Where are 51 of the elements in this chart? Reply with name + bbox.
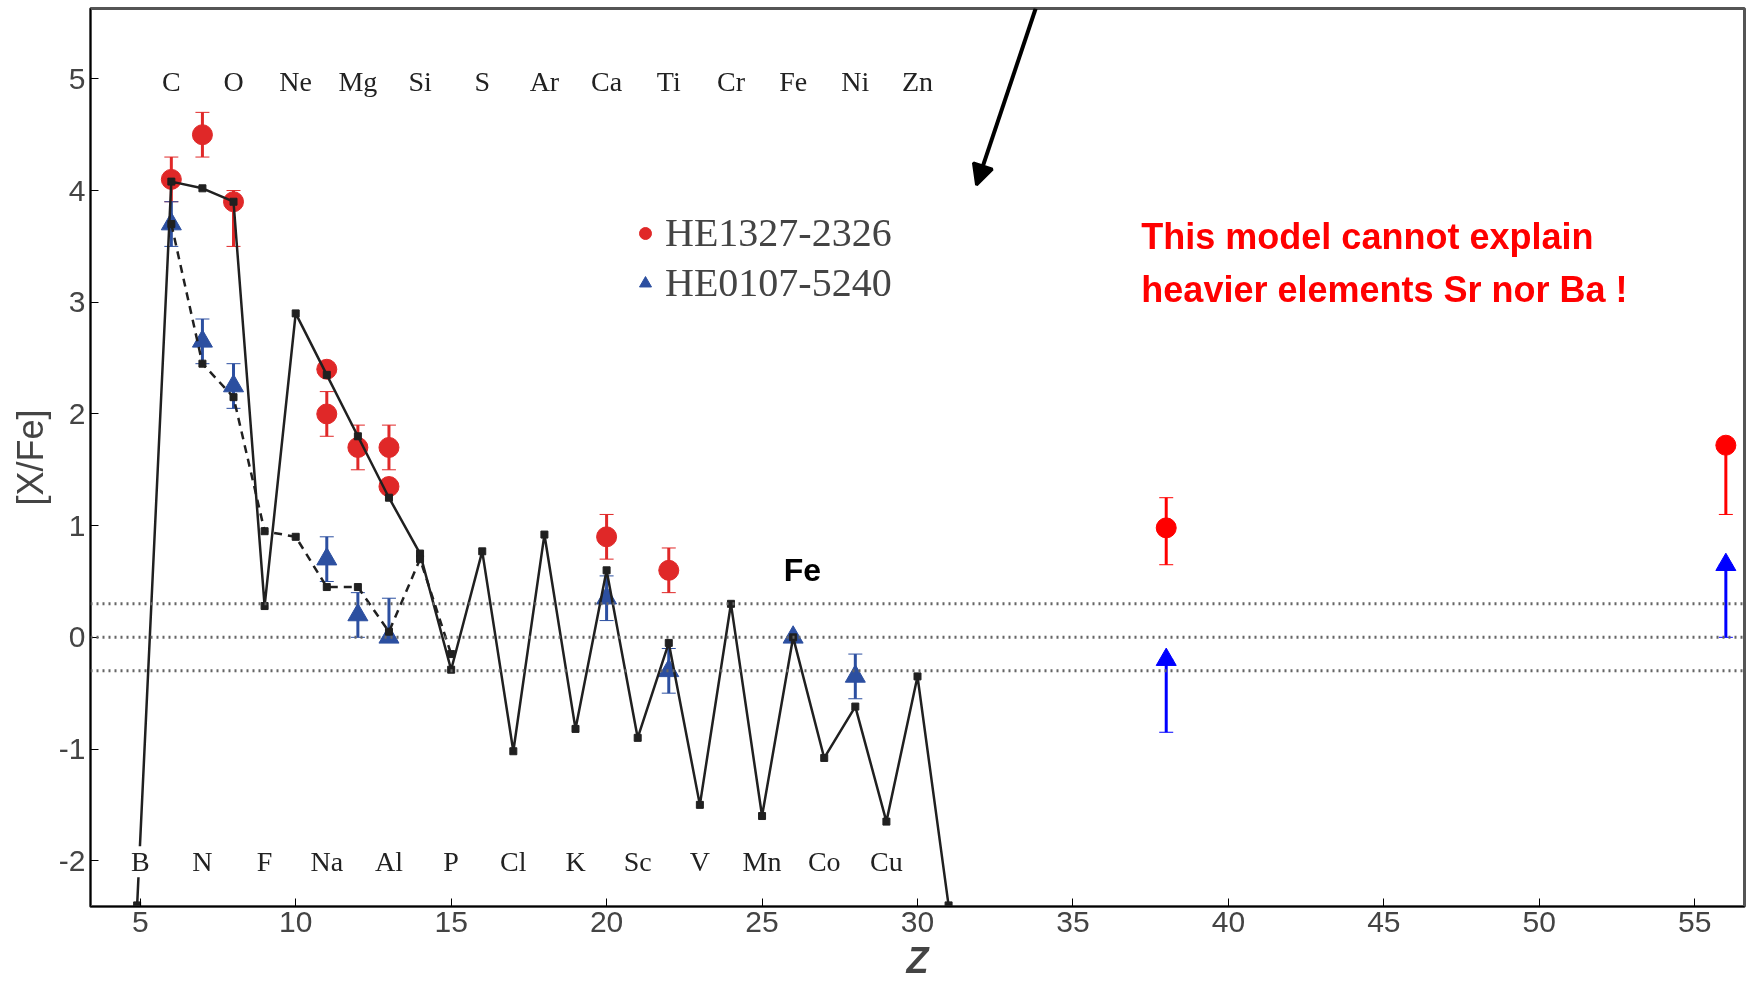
- x-tick-label: 55: [1678, 904, 1712, 938]
- y-tick-label: 5: [68, 61, 86, 95]
- annotation: O: [223, 65, 244, 97]
- annotation: Ne: [279, 65, 313, 97]
- annotation: Ar: [529, 65, 560, 97]
- x-tick-label: 50: [1522, 904, 1556, 938]
- annotation: Cu: [870, 846, 903, 878]
- annotation: N: [192, 846, 213, 878]
- annotation: C: [162, 65, 181, 97]
- x-axis-title: Z: [905, 939, 931, 981]
- y-tick-label: 0: [68, 620, 86, 654]
- x-tick-label: 45: [1367, 904, 1401, 938]
- annotation: Na: [310, 846, 344, 878]
- annotation: Ni: [841, 65, 870, 97]
- annotation: B: [130, 846, 150, 878]
- x-tick-label: 20: [589, 904, 624, 938]
- legend-label: HE0107-5240: [665, 259, 892, 306]
- annotation: K: [565, 846, 586, 878]
- y-tick-label: 2: [68, 396, 86, 430]
- annotation: Ca: [591, 65, 623, 97]
- annotation: Fe: [783, 552, 822, 589]
- x-tick-label: 15: [434, 904, 468, 938]
- annotation: Mg: [338, 65, 378, 97]
- annotation: Fe: [779, 65, 808, 97]
- legend-label: HE1327-2326: [665, 209, 892, 256]
- x-tick-label: 40: [1211, 904, 1246, 938]
- annotation: Sc: [623, 846, 652, 878]
- annotation: S: [474, 65, 491, 97]
- annotation: Al: [374, 846, 404, 878]
- x-tick-label: 5: [131, 904, 149, 938]
- y-tick-label: -1: [58, 732, 86, 766]
- x-tick-label: 35: [1056, 904, 1090, 938]
- annotation: Ti: [656, 65, 681, 97]
- x-tick-label: 30: [900, 904, 935, 938]
- annotation: Cr: [716, 65, 746, 97]
- y-tick-label: 3: [68, 285, 86, 319]
- y-tick-label: 1: [68, 508, 86, 542]
- annotation: F: [256, 846, 273, 878]
- annotation: Co: [807, 846, 841, 878]
- annotation: This model cannot explain heavier elements Sr nor Ba !: [1141, 216, 1628, 311]
- y-tick-label: -2: [58, 843, 86, 877]
- x-tick-label: 10: [279, 904, 313, 938]
- x-tick-label: 25: [745, 904, 779, 938]
- annotation: Si: [408, 65, 432, 97]
- annotation: P: [443, 846, 459, 878]
- y-axis-title: [X/Fe]: [9, 409, 51, 506]
- y-tick-label: 4: [68, 173, 86, 207]
- annotation: Zn: [901, 65, 934, 97]
- annotation: Mn: [742, 846, 782, 878]
- annotation: V: [689, 846, 710, 878]
- annotation: Cl: [500, 846, 527, 878]
